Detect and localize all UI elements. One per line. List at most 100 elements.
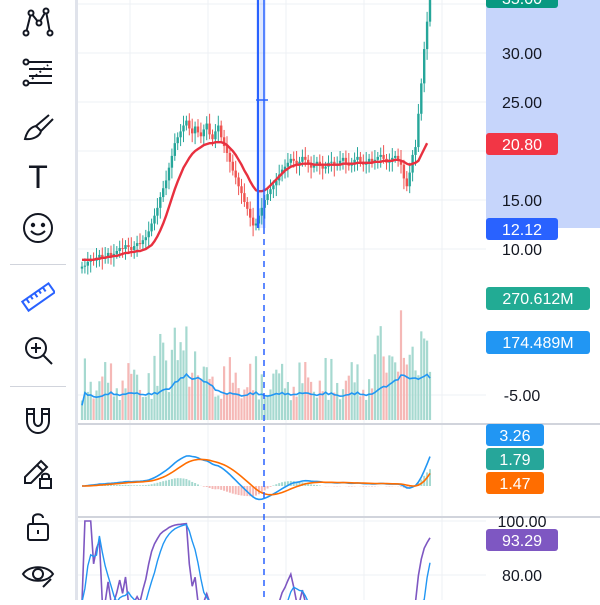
volume-bar xyxy=(188,387,190,420)
volume-bar xyxy=(116,388,118,420)
volume-bar xyxy=(409,355,411,420)
candle-body xyxy=(406,178,408,186)
drawing-toolbar: T xyxy=(0,0,78,600)
candle-body xyxy=(214,131,216,139)
macd-hist-bar xyxy=(272,485,274,486)
candle-body xyxy=(197,127,199,133)
macd-hist-bar xyxy=(130,485,132,486)
zoom-in-tool-icon[interactable] xyxy=(14,328,62,372)
unlock-tool-icon[interactable] xyxy=(14,504,62,548)
macd-hist-bar xyxy=(232,486,234,494)
volume-bar xyxy=(385,373,387,420)
volume-badge: 270.612M xyxy=(486,287,590,310)
emoji-tool-icon[interactable] xyxy=(14,206,62,250)
volume-bar xyxy=(232,383,234,420)
macd-hist-bar xyxy=(235,486,237,494)
macd-hist-bar xyxy=(162,481,164,486)
candle-body xyxy=(324,167,326,169)
candle-body xyxy=(243,193,245,202)
price-tick-label: 30.00 xyxy=(502,46,542,63)
volume-bar xyxy=(182,350,184,420)
candle-body xyxy=(142,240,144,244)
macd-hist-bar xyxy=(177,478,179,486)
volume-tick-label: -5.00 xyxy=(504,388,541,405)
macd-hist-bar xyxy=(223,486,225,491)
volume-bar xyxy=(351,362,353,420)
signal-badge: 1.79 xyxy=(486,448,544,470)
volume-bar xyxy=(313,392,315,420)
volume-bar xyxy=(122,381,124,420)
volume-bar xyxy=(113,396,115,420)
volume-bar xyxy=(165,360,167,420)
macd-hist-bar xyxy=(122,485,124,486)
volume-bar xyxy=(275,370,277,420)
volume-bar xyxy=(220,399,222,420)
macd-hist-bar xyxy=(197,484,199,486)
candle-body xyxy=(206,124,208,130)
candle-body xyxy=(394,156,396,158)
volume-bar xyxy=(87,392,89,420)
volume-bar xyxy=(235,373,237,420)
volume-bar xyxy=(107,383,109,420)
candle-body xyxy=(211,134,213,139)
chart-area[interactable]: 30.00 25.00 15.00 10.00 -5.00 100.00 80.… xyxy=(78,0,600,600)
eye-tool-icon[interactable] xyxy=(14,552,62,596)
candle-body xyxy=(194,127,196,134)
magnet-tool-icon[interactable] xyxy=(14,398,62,442)
lock-drawings-tool-icon[interactable] xyxy=(14,452,62,496)
rsi-badge-label: 93.29 xyxy=(502,533,542,550)
volume-bar xyxy=(148,373,150,420)
volume-ma-badge: 174.489M xyxy=(486,331,590,354)
candle-body xyxy=(185,121,187,126)
candle-body xyxy=(246,202,248,209)
pattern-tool-icon[interactable] xyxy=(14,0,62,44)
crosshair-price-badge: 12.12 xyxy=(486,218,558,240)
volume-bar xyxy=(246,387,248,420)
macd-hist-bar xyxy=(255,486,257,496)
volume-bar xyxy=(226,393,228,420)
ruler-tool-icon[interactable] xyxy=(14,276,62,320)
candle-body xyxy=(229,153,231,162)
volume-bar xyxy=(301,383,303,420)
volume-bar xyxy=(238,388,240,420)
candle-body xyxy=(87,262,89,266)
candle-body xyxy=(139,243,141,244)
volume-bar xyxy=(145,397,147,420)
macd-hist-bar xyxy=(154,483,156,486)
chart-svg[interactable]: 30.00 25.00 15.00 10.00 -5.00 100.00 80.… xyxy=(78,0,600,600)
brush-tool-icon[interactable] xyxy=(14,104,62,148)
macd-hist-bar xyxy=(127,485,129,486)
hist-badge: 1.47 xyxy=(486,472,544,494)
volume-bar xyxy=(177,360,179,420)
candle-body xyxy=(269,189,271,194)
candle-body xyxy=(208,124,210,135)
macd-hist-bar xyxy=(238,486,240,495)
candle-body xyxy=(368,159,370,162)
candle-body xyxy=(252,218,254,226)
candle-body xyxy=(403,165,405,179)
macd-hist-bar xyxy=(174,478,176,486)
candle-body xyxy=(345,158,347,163)
candle-body xyxy=(414,147,416,155)
volume-bar xyxy=(90,382,92,420)
text-tool-icon[interactable]: T xyxy=(14,154,62,198)
volume-bar xyxy=(255,356,257,420)
macd-hist-bar xyxy=(194,483,196,486)
volume-bar xyxy=(336,383,338,420)
volume-bar xyxy=(368,379,370,420)
volume-bar xyxy=(391,357,393,420)
volume-ma-badge-label: 174.489M xyxy=(502,335,573,352)
macd-hist-bar xyxy=(185,479,187,486)
volume-bar xyxy=(211,377,213,420)
candle-body xyxy=(342,158,344,161)
volume-bar xyxy=(156,386,158,420)
candle-body xyxy=(182,126,184,132)
candlestick-series xyxy=(81,0,431,274)
volume-bar xyxy=(258,399,260,420)
volume-bar xyxy=(359,396,361,420)
volume-bar xyxy=(316,398,318,420)
volume-bar xyxy=(127,363,129,420)
fib-tool-icon[interactable] xyxy=(14,50,62,94)
macd-badge-label: 3.26 xyxy=(499,428,530,445)
volume-bar xyxy=(130,374,132,420)
